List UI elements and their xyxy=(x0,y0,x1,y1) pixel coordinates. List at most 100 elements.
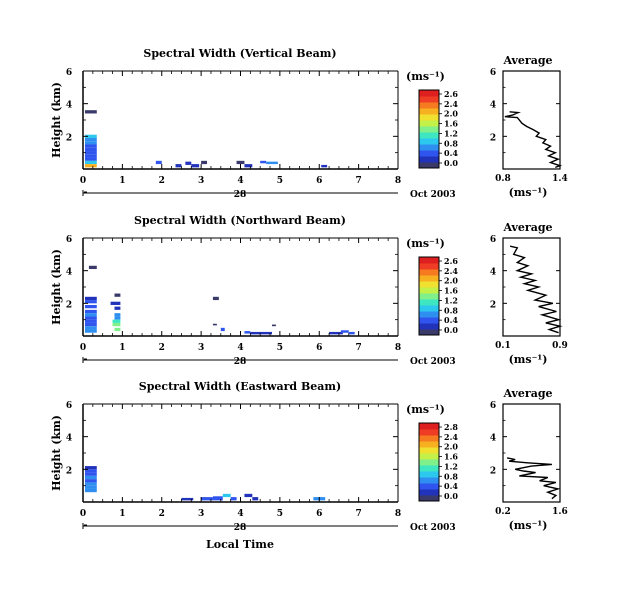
colorbar-tick-label: 2.0 xyxy=(444,442,458,452)
colorbar-tick-label: 1.6 xyxy=(444,452,458,462)
y-tick-label: 6 xyxy=(66,68,72,78)
x-tick-label: 3 xyxy=(198,176,204,186)
x-tick-label: 4 xyxy=(237,509,243,519)
heatmap-cell xyxy=(84,322,97,327)
colorbar-band xyxy=(419,156,439,163)
day-label: 28 xyxy=(234,523,247,533)
heatmap-cell xyxy=(84,164,97,168)
average-title: Average xyxy=(502,54,552,67)
heatmap-cell xyxy=(84,141,97,145)
colorbar-band xyxy=(419,323,439,330)
colorbar-tick-label: 0.0 xyxy=(444,325,458,335)
heatmap-cell xyxy=(250,331,272,335)
heatmap-cell xyxy=(84,466,97,470)
colorbar-frame xyxy=(418,256,440,336)
colorbar-band xyxy=(419,269,439,276)
heatmap-cell xyxy=(340,330,349,333)
colorbar-tick-label: 2.0 xyxy=(444,109,458,119)
date-label: Oct 2003 xyxy=(410,357,456,367)
colorbar-tick-label: 2.6 xyxy=(444,89,458,99)
x-tick-label: 1 xyxy=(119,343,125,353)
heatmap-cell xyxy=(181,497,194,501)
colorbar-band xyxy=(419,441,439,448)
colorbar-tick-label: 2.0 xyxy=(444,276,458,286)
colorbar-band xyxy=(419,293,439,300)
colorbar-band xyxy=(419,477,439,484)
average-y-tick-label: 2 xyxy=(490,300,496,310)
colorbar-band xyxy=(419,144,439,151)
average-panel: Average 2 4 6 0.1 0.9 (ms⁻¹) xyxy=(490,221,568,366)
heatmap-cell xyxy=(212,496,223,501)
heatmap-cell xyxy=(201,497,213,501)
x-tick-label: 3 xyxy=(198,509,204,519)
heatmap-cell xyxy=(84,469,97,473)
x-tick-label: 7 xyxy=(355,509,361,519)
heatmap-cells xyxy=(84,466,326,501)
average-y-tick-label: 4 xyxy=(490,268,496,278)
colorbar-band xyxy=(419,120,439,127)
x-tick-label: 1 xyxy=(119,509,125,519)
colorbar-band xyxy=(419,483,439,490)
x-tick-label: 2 xyxy=(159,176,165,186)
average-title: Average xyxy=(502,221,552,234)
colorbar-band xyxy=(419,447,439,454)
x-tick-label: 2 xyxy=(159,509,165,519)
x-tick-label: 4 xyxy=(237,176,243,186)
colorbar-tick-label: 0.0 xyxy=(444,158,458,168)
colorbar-band xyxy=(419,495,439,502)
heatmap-cell xyxy=(114,306,121,310)
heatmap-cell xyxy=(84,326,97,330)
heatmap-cell xyxy=(212,296,219,301)
average-panel: Average 2 4 6 0.2 1.6 (ms⁻¹) xyxy=(490,387,568,532)
heatmap-cell xyxy=(84,319,97,323)
colorbar-band xyxy=(419,453,439,460)
colorbar-frame xyxy=(418,422,440,502)
y-tick-label: 2 xyxy=(66,133,72,143)
colorbar-band xyxy=(419,329,439,336)
heatmap-cell xyxy=(185,161,192,165)
colorbar-tick-label: 0.4 xyxy=(444,481,458,491)
x-tick-label: 5 xyxy=(277,509,283,519)
heatmap-cell xyxy=(84,154,97,158)
average-y-tick-label: 2 xyxy=(490,133,496,143)
y-tick-label: 2 xyxy=(66,466,72,476)
heatmap-cell xyxy=(222,493,231,498)
average-x-label: (ms⁻¹) xyxy=(509,186,548,199)
heatmap-cell xyxy=(84,309,97,314)
y-axis-label: Height (km) xyxy=(50,415,63,491)
colorbar-band xyxy=(419,90,439,97)
colorbar-band xyxy=(419,317,439,324)
colorbar-tick-label: 0.8 xyxy=(444,138,458,148)
heatmap-cell xyxy=(175,164,182,168)
colorbar-band xyxy=(419,311,439,318)
colorbar-frame xyxy=(418,89,440,169)
colorbar-tick-label: 2.6 xyxy=(444,256,458,266)
x-tick-label: 4 xyxy=(237,343,243,353)
panel-title: Spectral Width (Vertical Beam) xyxy=(143,47,336,60)
y-tick-label: 6 xyxy=(66,401,72,411)
average-x-label: (ms⁻¹) xyxy=(509,353,548,366)
average-x-label: (ms⁻¹) xyxy=(509,519,548,532)
panel-3: Spectral Width (Eastward Beam) 0 1 2 3 4 5 6 7 8 2… xyxy=(50,380,568,533)
heatmap-cell xyxy=(84,488,97,493)
colorbar-unit: (ms⁻¹) xyxy=(406,237,445,250)
heatmap-cell xyxy=(244,493,253,498)
y-tick-label: 4 xyxy=(66,434,72,444)
colorbar-tick-label: 1.6 xyxy=(444,286,458,296)
colorbar-tick-label: 0.4 xyxy=(444,148,458,158)
colorbar-band xyxy=(419,459,439,466)
heatmap-cell xyxy=(112,319,121,323)
average-x-tick-label: 0.8 xyxy=(495,174,511,184)
day-label: 28 xyxy=(234,357,247,367)
colorbar-tick-label: 0.8 xyxy=(444,305,458,315)
y-tick-label: 2 xyxy=(66,300,72,310)
colorbar-band xyxy=(419,263,439,270)
panel-1: Spectral Width (Vertical Beam) 0 1 2 3 4 5 6 7 8 2… xyxy=(50,47,568,200)
heatmap-cell xyxy=(84,472,97,476)
x-tick-label: 5 xyxy=(277,176,283,186)
colorbar-band xyxy=(419,305,439,312)
colorbar-band xyxy=(419,132,439,139)
heatmap-cell xyxy=(112,322,121,327)
heatmap-cell xyxy=(244,331,251,334)
heatmap-cell xyxy=(84,475,97,480)
